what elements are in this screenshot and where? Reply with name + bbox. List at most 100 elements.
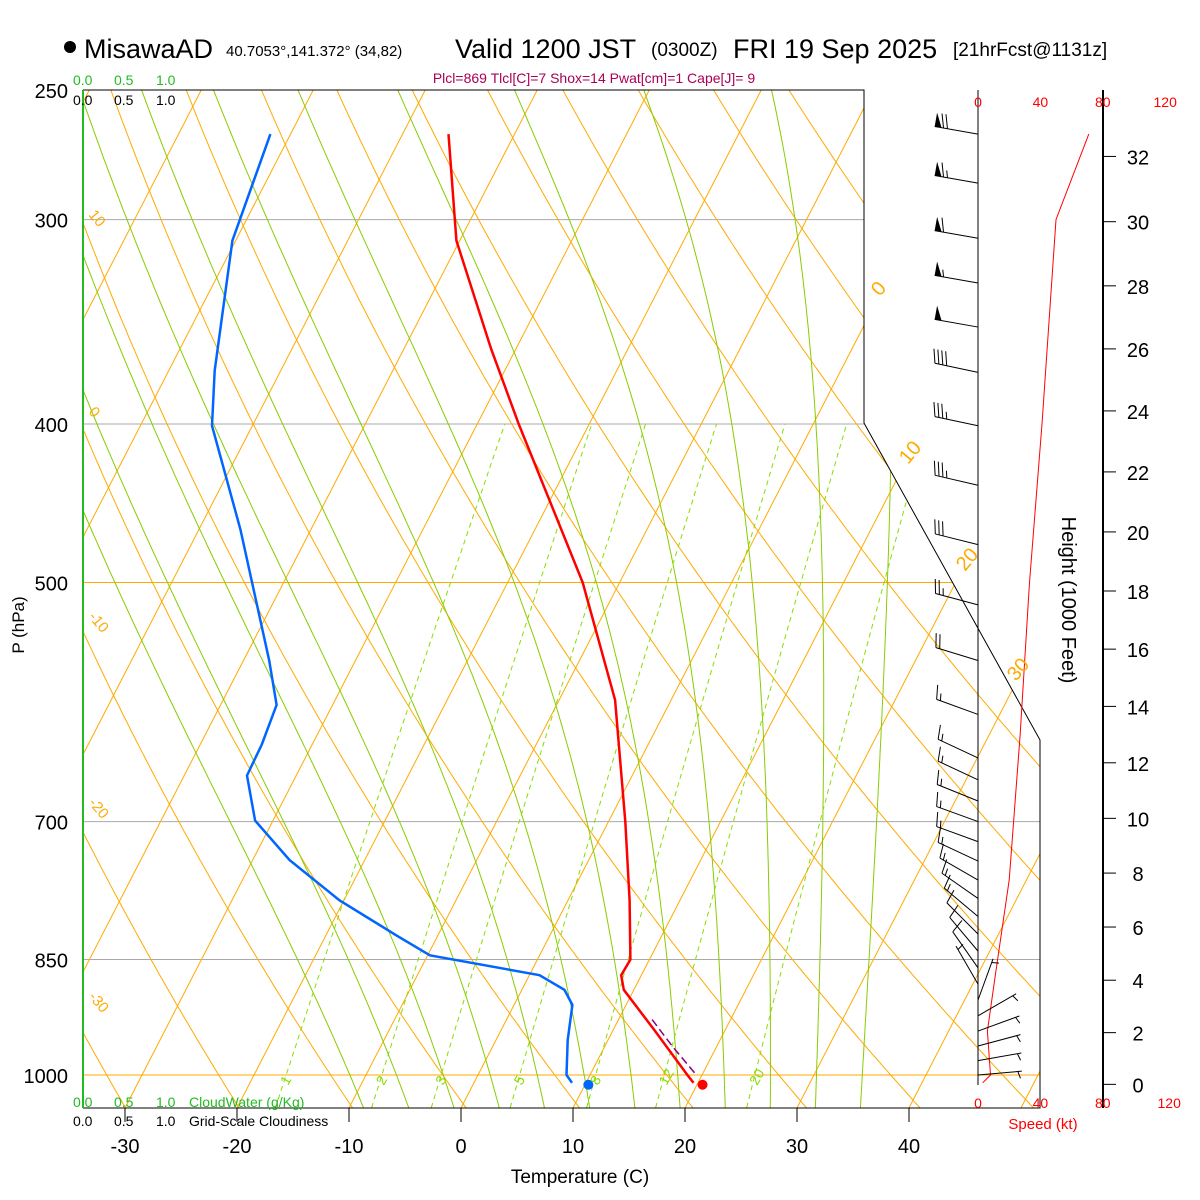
wind-barb (936, 769, 979, 802)
moist-adiabat-line (764, 90, 825, 1108)
barb-full (941, 217, 945, 233)
barb-half (940, 778, 943, 787)
isotherm-line (348, 90, 874, 1108)
barb-staff (977, 1070, 1022, 1076)
barb-full (941, 162, 945, 178)
wind-barb (936, 684, 979, 715)
wind-barb (946, 889, 979, 935)
dry-adiabat-line (99, 90, 701, 1108)
dry-adiabat-line (621, 90, 1040, 1108)
barb-staff (937, 738, 979, 759)
wind-barb (933, 402, 979, 427)
cloudiness-tick-2: 1.0 (156, 92, 176, 108)
temperature-tick-label: 30 (786, 1136, 808, 1158)
isotherm-label: 0 (867, 278, 891, 301)
barb-staff (977, 958, 994, 1001)
mixing-ratio-label: 20 (746, 1066, 768, 1088)
height-tick-label: 12 (1127, 754, 1149, 776)
height-tick-label: 26 (1127, 340, 1149, 362)
mixing-ratio-line (652, 423, 848, 1108)
temperature-profile-surface-dot (697, 1079, 708, 1090)
moist-adiabat-line (859, 90, 893, 1108)
wind-barb (977, 1052, 1022, 1062)
barb-staff (977, 1034, 1021, 1047)
barb-full (936, 769, 940, 785)
stability-indices: Plcl=869 Tlcl[C]=7 Shox=14 Pwat[cm]=1 Ca… (433, 70, 756, 86)
cloudiness-tick-bottom-1: 0.5 (114, 1113, 134, 1129)
wind-barb (977, 1015, 1021, 1032)
barb-staff (936, 806, 979, 823)
wind-barb (933, 348, 979, 373)
isotherm-line (124, 90, 650, 1108)
y-axis-title: P (hPa) (9, 596, 28, 653)
barb-full (933, 402, 936, 417)
mixing-ratio-line (583, 423, 786, 1108)
wind-barb (934, 216, 979, 239)
valid-date: FRI 19 Sep 2025 (733, 34, 937, 64)
isotherm-line (83, 90, 202, 1108)
barb-half (1012, 995, 1019, 1002)
barb-full (941, 113, 945, 129)
wind-barb (943, 874, 979, 917)
speed-tick-label-top: 40 (1033, 94, 1049, 110)
forecast-info: [21hrFcst@1131z] (953, 40, 1107, 61)
barb-full (941, 462, 944, 478)
barb-half (946, 170, 948, 178)
mixing-ratio-label: 12 (655, 1066, 677, 1088)
height-tick-label: 8 (1132, 864, 1143, 886)
dewpoint-profile-surface-dot (583, 1079, 594, 1090)
speed-tick-label-bottom: 40 (1033, 1095, 1049, 1111)
barb-staff (934, 416, 979, 427)
barb-staff (934, 175, 979, 184)
cloudwater-tick-0: 0.0 (73, 72, 93, 88)
isotherm-line (460, 90, 986, 1108)
height-tick-label: 4 (1132, 971, 1143, 993)
barb-full (933, 460, 936, 476)
height-tick-label: 6 (1132, 918, 1143, 940)
pressure-tick-label: 500 (35, 574, 68, 596)
wind-barb (934, 519, 979, 546)
isotherm-line (83, 90, 426, 1108)
wind-barb (933, 460, 979, 486)
barb-half (1015, 1017, 1021, 1024)
dry-adiabat-line (0, 61, 17, 1116)
barb-full (939, 843, 944, 859)
cloudiness-tick-0: 0.0 (73, 92, 93, 108)
barb-full (952, 920, 963, 933)
barb-flag (934, 216, 942, 232)
barb-full (937, 349, 940, 365)
barb-staff (952, 931, 979, 969)
barb-staff (937, 784, 979, 802)
speed-tick-label-bottom: 0 (974, 1095, 982, 1111)
moist-adiabat-line (83, 90, 368, 1108)
barb-half (991, 962, 999, 964)
speed-tick-label-top: 0 (974, 94, 982, 110)
mixing-ratio-line (368, 423, 593, 1108)
barb-full (937, 402, 940, 418)
barb-half (1016, 1053, 1022, 1061)
cloudiness-label: Grid-Scale Cloudiness (189, 1113, 328, 1129)
wind-barb (934, 261, 979, 284)
wind-barb (937, 828, 979, 862)
wind-barb (977, 1070, 1022, 1079)
dry-adiabat-line (993, 90, 1040, 1108)
cloudiness-tick-bottom-0: 0.0 (73, 1113, 93, 1129)
moist-adiabat-line (201, 90, 592, 1108)
barb-staff (935, 647, 979, 661)
barb-half (941, 755, 944, 763)
barb-staff (935, 474, 979, 486)
cloudiness-tick-1: 0.5 (114, 92, 134, 108)
mixing-ratio-line (428, 423, 646, 1108)
cloudwater-tick-bottom-1: 0.5 (114, 1094, 134, 1110)
dry-adiabat-line (1143, 61, 1200, 1116)
wind-barb (949, 905, 979, 952)
cloudwater-tick-2: 1.0 (156, 72, 176, 88)
barb-half (939, 693, 942, 701)
station-name: MisawaAD (84, 34, 213, 64)
x-axis-title: Temperature (C) (511, 1167, 649, 1188)
height-tick-label: 18 (1127, 582, 1149, 604)
wind-barb (941, 859, 979, 899)
moist-adiabat-line (632, 90, 771, 1108)
barb-staff (937, 842, 979, 862)
barb-half (941, 836, 944, 845)
